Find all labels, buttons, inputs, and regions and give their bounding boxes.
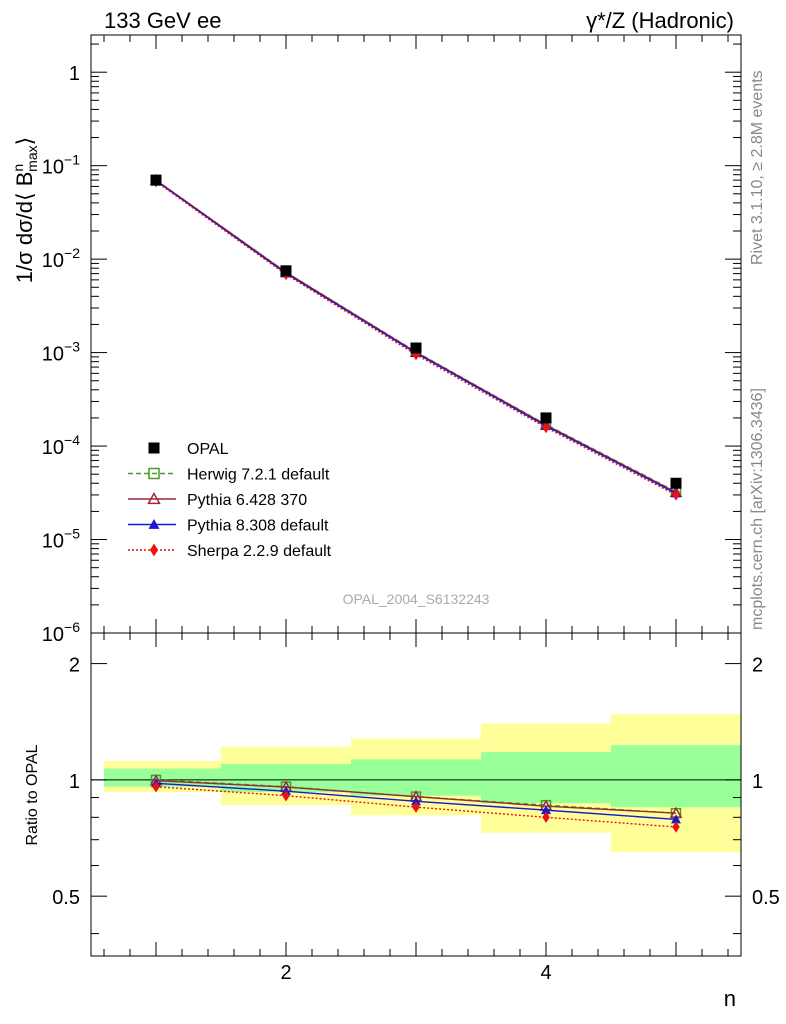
data-point xyxy=(411,796,421,806)
data-point xyxy=(150,174,162,186)
ratio-y-tick-label-right: 2 xyxy=(752,655,763,677)
legend-label: Herwig 7.2.1 default xyxy=(187,467,330,484)
ratio-y-tick-label-right: 0.5 xyxy=(752,887,780,909)
y-tick-label-base: 10 xyxy=(42,157,64,179)
plot-axes: 110−110−210−310−410−510−62 21 10.5 0.52 4 xyxy=(42,34,780,984)
data-point xyxy=(147,491,161,505)
y-tick-label-exp: −3 xyxy=(64,339,80,355)
legend-entry-pythia8: Pythia 8.308 default xyxy=(128,518,329,535)
main-ylabel-sub: max xyxy=(24,145,40,171)
data-point xyxy=(670,477,682,489)
y-tick-label-exp: −5 xyxy=(64,526,80,542)
legend-entry-opal: OPAL xyxy=(148,441,229,458)
legend-label: Sherpa 2.2.9 default xyxy=(187,543,332,560)
data-point xyxy=(148,467,160,480)
data-point xyxy=(541,805,551,815)
data-point xyxy=(542,421,550,434)
legend-label: OPAL xyxy=(187,441,229,458)
data-point xyxy=(149,543,159,557)
ratio-y-tick-label-right: 1 xyxy=(752,771,763,793)
data-point xyxy=(282,789,290,802)
ratio-plot-series xyxy=(149,774,683,833)
y-tick-label-base: 10 xyxy=(42,531,64,553)
series-sherpa xyxy=(152,780,680,833)
chart-title-left: 133 GeV ee xyxy=(104,8,221,33)
series-line xyxy=(155,181,677,496)
main-ylabel-close: ⟩ xyxy=(12,137,37,146)
y-tick-label-exp: −4 xyxy=(64,432,80,448)
y-tick-label-base: 10 xyxy=(42,437,64,459)
y-tick-label: 10−1 xyxy=(42,152,80,179)
ratio-y-tick-label: 1 xyxy=(69,771,80,793)
y-tick-label-base: 10 xyxy=(42,250,64,272)
data-point xyxy=(542,811,550,824)
ratio-y-tick-label: 2 xyxy=(69,655,80,677)
data-point xyxy=(148,442,160,454)
legend-label: Pythia 8.308 default xyxy=(187,518,329,535)
series-line xyxy=(155,179,677,493)
y-tick-label-base: 10 xyxy=(42,624,64,646)
data-point xyxy=(412,801,420,813)
series-opal xyxy=(150,174,682,489)
y-tick-label: 10−6 xyxy=(42,619,80,646)
series-pythia6 xyxy=(149,173,683,498)
y-tick-label-exp: −1 xyxy=(64,152,80,168)
series-line xyxy=(155,180,677,494)
ratio-y-tick-label: 0.5 xyxy=(52,887,80,909)
x-tick-label: 2 xyxy=(280,962,291,984)
main-plot-series xyxy=(149,173,683,501)
legend: OPAL Herwig 7.2.1 default Pythia 6.428 370… xyxy=(128,441,332,560)
data-point xyxy=(672,821,680,833)
series-pythia8 xyxy=(151,175,681,498)
data-point xyxy=(410,342,422,354)
data-point xyxy=(671,814,681,824)
y-tick-label: 1 xyxy=(69,63,80,85)
series-herwig xyxy=(150,174,682,497)
series-line xyxy=(155,179,677,493)
x-tick-label: 4 xyxy=(540,962,551,984)
data-point xyxy=(280,265,292,277)
y-tick-label: 10−3 xyxy=(42,339,80,366)
main-ylabel: 1/σ dσ/d⟨ Bnmax⟩ xyxy=(10,137,40,283)
analysis-watermark: OPAL_2004_S6132243 xyxy=(343,591,490,607)
legend-entry-sherpa: Sherpa 2.2.9 default xyxy=(128,543,332,560)
y-tick-label: 10−2 xyxy=(42,245,80,272)
ratio-ylabel: Ratio to OPAL xyxy=(24,744,41,845)
y-tick-label-base: 1 xyxy=(69,63,80,85)
chart-title-right: γ*/Z (Hadronic) xyxy=(586,8,734,33)
main-ylabel-sup: n xyxy=(10,164,26,172)
data-point xyxy=(672,489,680,501)
main-ylabel-text: 1/σ dσ/d⟨ B xyxy=(12,172,37,284)
mcplots-label: mcplots.cern.ch [arXiv:1306.3436] xyxy=(749,388,766,630)
data-point xyxy=(540,412,552,424)
data-point xyxy=(148,519,160,529)
ratio-uncertainty-bands xyxy=(91,714,741,853)
band-inner-bin xyxy=(611,745,741,808)
y-tick-label: 10−4 xyxy=(42,432,80,459)
legend-label: Pythia 6.428 370 xyxy=(187,492,307,509)
data-point xyxy=(152,780,160,793)
legend-entry-pythia6: Pythia 6.428 370 xyxy=(128,491,307,509)
band-inner-bin xyxy=(351,759,481,796)
x-axis-label: n xyxy=(724,986,736,1011)
band-inner-bin xyxy=(481,752,611,804)
y-tick-label-exp: −6 xyxy=(64,619,80,635)
legend-entry-herwig: Herwig 7.2.1 default xyxy=(128,467,330,484)
y-tick-label-exp: −2 xyxy=(64,245,80,261)
y-tick-label-base: 10 xyxy=(42,344,64,366)
y-tick-label: 10−5 xyxy=(42,526,80,553)
rivet-label: Rivet 3.1.10, ≥ 2.8M events xyxy=(749,70,766,265)
